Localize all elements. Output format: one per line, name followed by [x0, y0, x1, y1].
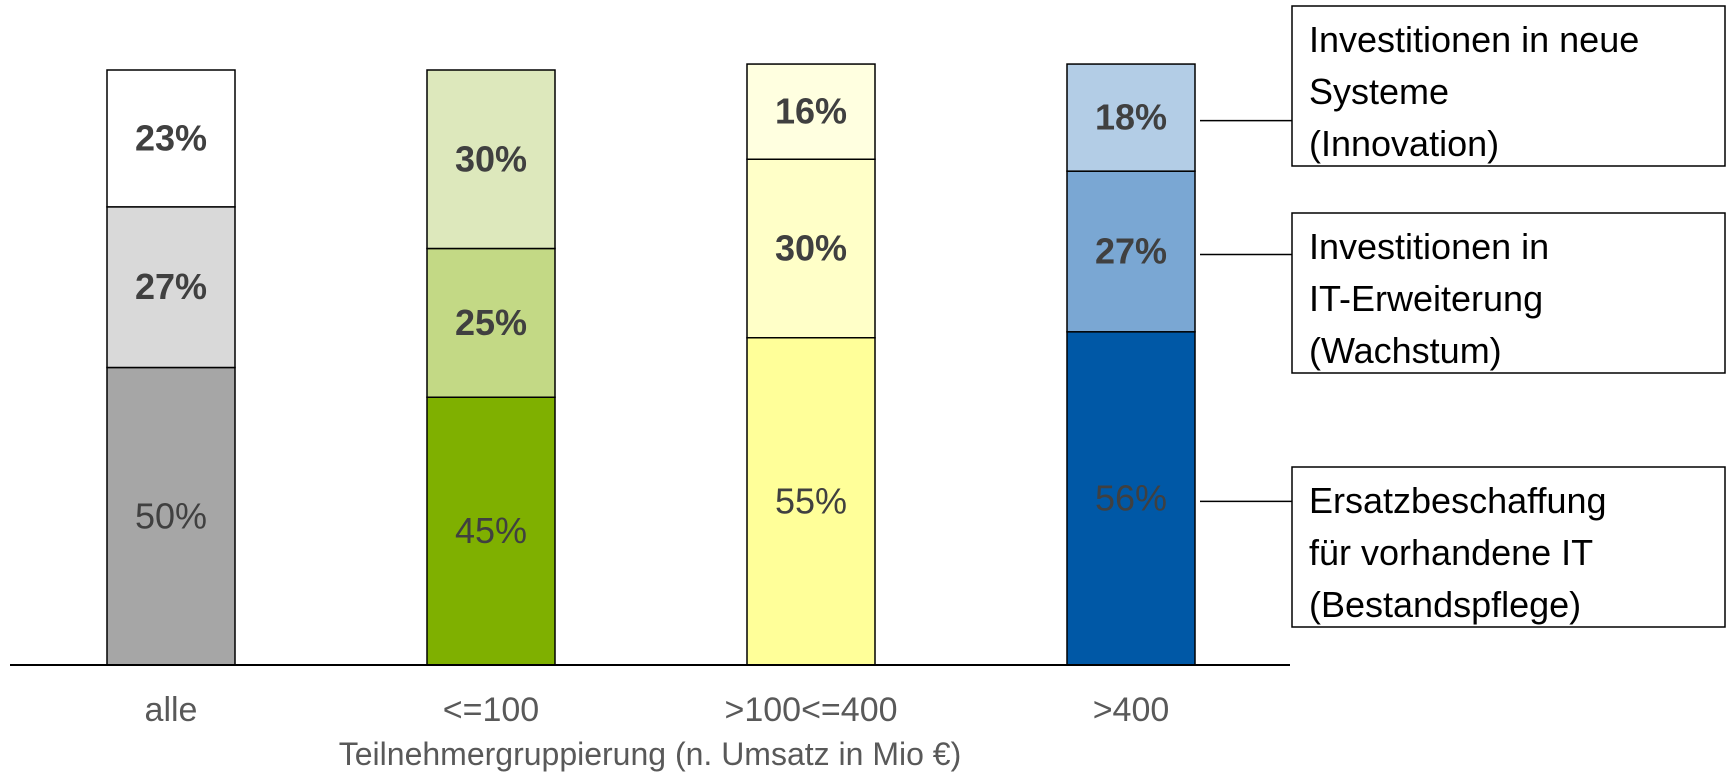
x-tick-label: >100<=400 [724, 691, 897, 729]
legend-box-bestandspflege [1291, 466, 1726, 628]
legend-text-line: IT-Erweiterung [1309, 278, 1543, 319]
bar-segment-bestandspflege [1066, 331, 1196, 666]
x-tick-labels: alle <=100 >100<=400 >400 [145, 691, 1170, 729]
bars-group: 50% 27% 23% 45% 25% 30% 55% 30% 16% 56% 27% 18% [106, 63, 1196, 666]
legend-text-line: (Wachstum) [1309, 330, 1502, 371]
bar-segment-wachstum [106, 206, 236, 369]
x-tick-label: >400 [1093, 691, 1170, 729]
data-label: 30% [455, 138, 527, 179]
bar-segment-bestandspflege [426, 396, 556, 666]
data-label: 45% [455, 510, 527, 551]
data-label: 27% [1095, 230, 1167, 271]
legend-text-line: Investitionen in neue [1309, 19, 1639, 60]
bar-segment-wachstum [746, 158, 876, 339]
legend-text-line: Ersatzbeschaffung [1309, 480, 1607, 521]
legend-text-line: Investitionen in [1309, 226, 1549, 267]
legend-box-wachstum [1291, 212, 1726, 374]
legend-text-line: Systeme [1309, 71, 1449, 112]
bar-segment-innovation [1066, 63, 1196, 172]
bar-segment-bestandspflege [106, 366, 236, 666]
bar-segment-wachstum [426, 247, 556, 398]
legend-group: Ersatzbeschaffung für vorhandene IT (Besta… [1200, 5, 1726, 628]
legend-text-line: (Bestandspflege) [1309, 584, 1581, 625]
legend-text-line: für vorhandene IT [1309, 532, 1593, 573]
bar-segment-innovation [426, 69, 556, 250]
data-label: 16% [775, 91, 847, 132]
data-label: 27% [135, 266, 207, 307]
data-label: 55% [775, 480, 847, 521]
bar-segment-innovation [106, 69, 236, 208]
data-label: 18% [1095, 97, 1167, 138]
bar-segment-wachstum [1066, 170, 1196, 333]
data-label: 56% [1095, 477, 1167, 518]
x-axis-title: Teilnehmergruppierung (n. Umsatz in Mio … [339, 736, 961, 772]
legend-text-line: (Innovation) [1309, 123, 1499, 164]
data-label: 30% [775, 228, 847, 269]
data-label: 50% [135, 495, 207, 536]
legend-box-innovation [1291, 5, 1726, 167]
x-tick-label: <=100 [443, 691, 539, 729]
bar-segment-innovation [746, 63, 876, 160]
x-tick-label: alle [145, 691, 198, 729]
data-label: 23% [135, 117, 207, 158]
data-label: 25% [455, 302, 527, 343]
